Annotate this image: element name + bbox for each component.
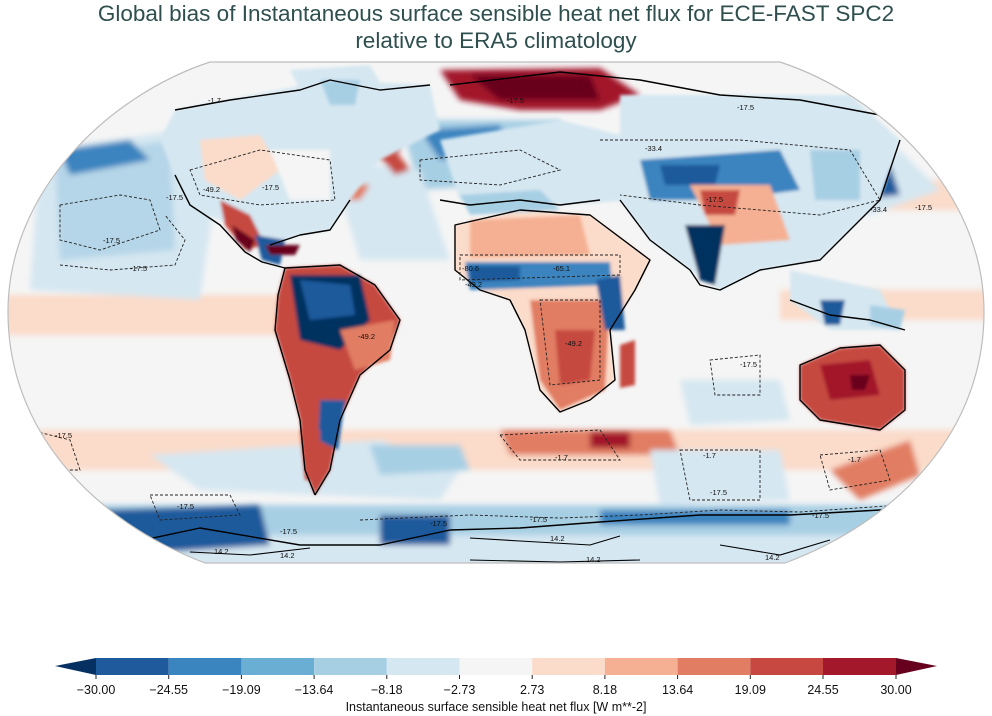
contour-label: -17.5 [706, 195, 723, 204]
contour-label: -17.5 [740, 360, 757, 369]
contour-label: -65.1 [553, 264, 570, 273]
contour-label: -17.5 [710, 488, 727, 497]
colorbar-bin-9 [750, 658, 823, 675]
title-line-1: Global bias of Instantaneous surface sen… [97, 1, 895, 26]
contour-label: -49.2 [465, 280, 482, 289]
title-line-2: relative to ERA5 climatology [355, 28, 637, 53]
contour-label: -17.5 [507, 96, 524, 105]
contour-label: -17.5 [130, 264, 147, 273]
contour-label: 14.2 [765, 553, 780, 562]
contour-label: -17.5 [280, 527, 297, 536]
contour-label: -17.5 [103, 236, 120, 245]
colorbar-tick-label: 24.55 [807, 683, 838, 697]
colorbar-ticks [95, 675, 897, 679]
contour-label: 14.2 [214, 547, 229, 556]
colorbar-tick-label: 13.64 [662, 683, 693, 697]
colorbar-tick-label: −24.55 [149, 683, 188, 697]
contour-label: -17.5 [177, 502, 194, 511]
map-field: -17.5 -49.2 -17.5 -17.5 -17.5 -1.7 -17.5… [8, 62, 984, 564]
contour-label: -33.4 [645, 144, 662, 153]
colorbar-bin-1 [168, 658, 242, 675]
contour-label: -49.2 [203, 185, 220, 194]
colorbar-bin-7 [604, 658, 678, 675]
contour-label: -17.5 [530, 515, 547, 524]
colorbar-tick-label: −30.00 [77, 683, 116, 697]
colorbar-bin-10 [823, 658, 896, 675]
contour-label: 14.2 [280, 551, 295, 560]
colorbar-under-arrow [55, 658, 96, 675]
contour-label: -1.7 [208, 96, 221, 105]
contour-label: 14.2 [586, 555, 601, 564]
colorbar-tick-label: 8.18 [593, 683, 617, 697]
contour-label: -1.7 [848, 455, 861, 464]
contour-label: -1.7 [555, 453, 568, 462]
contour-label: -80.6 [462, 264, 479, 273]
colorbar-bin-4 [386, 658, 460, 675]
colorbar-tick-label: 2.73 [520, 683, 544, 697]
map-boundary [7, 61, 985, 564]
contour-label: -17.5 [430, 519, 447, 528]
colorbar-tick-label: −19.09 [222, 683, 261, 697]
contour-label: -17.5 [915, 203, 932, 212]
colorbar-bin-3 [314, 658, 387, 675]
contour-labels: -17.5 -49.2 -17.5 -17.5 -17.5 -1.7 -17.5… [55, 96, 932, 564]
contour-label: -1.7 [703, 451, 716, 460]
colorbar: −30.00 −24.55 −19.09 −13.64 −8.18 −2.73 … [55, 658, 937, 714]
contour-label: -49.2 [358, 332, 375, 341]
chart-title: Global bias of Instantaneous surface sen… [0, 0, 992, 54]
contour-label: -17.5 [812, 511, 829, 520]
colorbar-tick-label: 30.00 [880, 683, 911, 697]
contour-label: -49.2 [565, 339, 582, 348]
colorbar-tick-label: −2.73 [444, 683, 476, 697]
colorbar-label: Instantaneous surface sensible heat net … [346, 700, 647, 714]
colorbar-tick-label: −8.18 [371, 683, 403, 697]
contour-label: -17.5 [737, 103, 754, 112]
colorbar-bin-0 [96, 658, 169, 675]
colorbar-tick-label: −13.64 [295, 683, 334, 697]
colorbar-over-arrow [896, 658, 937, 675]
colorbar-tick-label: 19.09 [735, 683, 766, 697]
contour-label: -17.5 [262, 183, 279, 192]
colorbar-bin-2 [241, 658, 315, 675]
contour-label: -17.5 [55, 431, 72, 440]
contour-label: -17.5 [166, 193, 183, 202]
colorbar-bin-6 [532, 658, 605, 675]
contour-label: 14.2 [550, 534, 565, 543]
colorbar-bin-8 [677, 658, 751, 675]
colorbar-bin-5 [459, 658, 533, 675]
contour-label: -33.4 [870, 205, 887, 214]
